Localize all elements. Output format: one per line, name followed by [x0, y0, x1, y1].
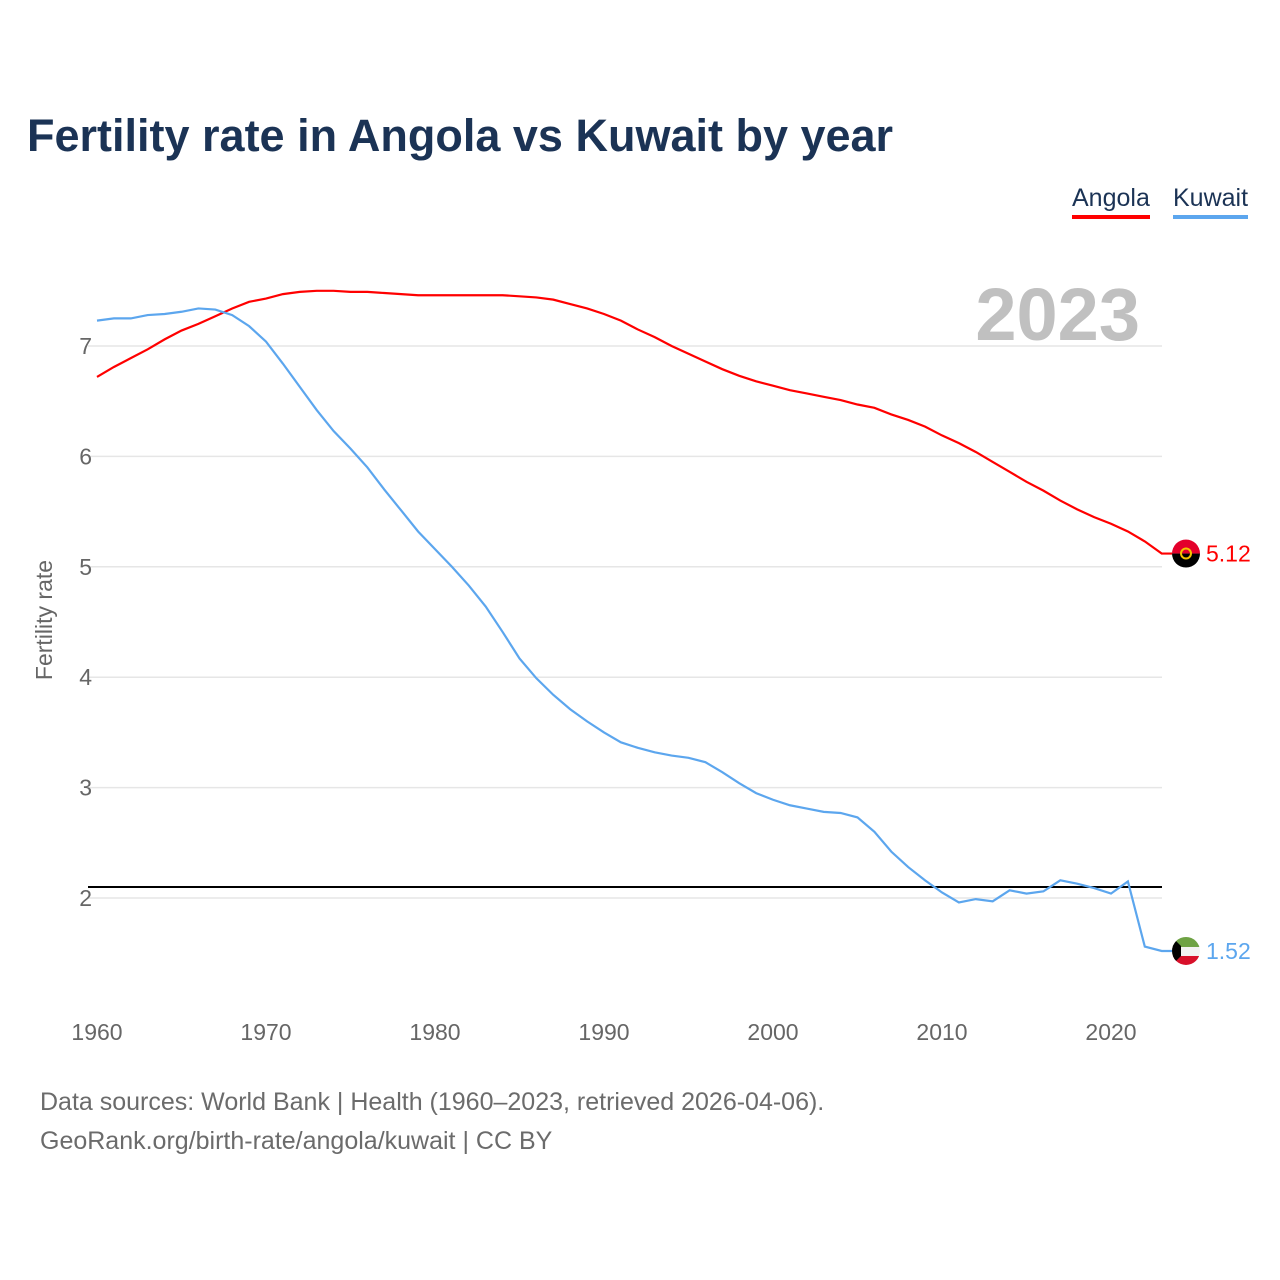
y-tick-label: 4	[79, 664, 92, 690]
y-tick-label: 6	[79, 443, 92, 469]
end-value-label: 1.52	[1206, 938, 1251, 964]
y-tick-label: 3	[79, 775, 92, 801]
source-line: Data sources: World Bank | Health (1960–…	[40, 1088, 825, 1116]
series-line-angola	[96, 289, 1172, 555]
x-tick-label: 2020	[1085, 1019, 1136, 1045]
end-value-label: 5.12	[1206, 541, 1251, 567]
source-link[interactable]: GeoRank.org/birth-rate/angola/kuwait | C…	[40, 1127, 553, 1155]
x-tick-label: 1970	[240, 1019, 291, 1045]
kuwait-flag-icon	[1172, 936, 1200, 965]
y-tick-label: 5	[79, 554, 92, 580]
x-tick-label: 1990	[578, 1019, 629, 1045]
y-axis-label: Fertility rate	[31, 560, 57, 680]
x-tick-label: 1980	[409, 1019, 460, 1045]
year-watermark: 2023	[975, 273, 1140, 356]
angola-flag-icon	[1172, 539, 1200, 568]
x-tick-label: 1960	[71, 1019, 122, 1045]
legend-angola[interactable]: Angola	[1072, 184, 1150, 219]
y-tick-label: 2	[79, 885, 92, 911]
x-tick-label: 2010	[916, 1019, 967, 1045]
chart-title: Fertility rate in Angola vs Kuwait by ye…	[27, 110, 894, 161]
y-tick-label: 7	[79, 333, 92, 359]
legend-kuwait[interactable]: Kuwait	[1173, 184, 1249, 219]
series-line-kuwait	[96, 307, 1172, 953]
x-tick-label: 2000	[747, 1019, 798, 1045]
